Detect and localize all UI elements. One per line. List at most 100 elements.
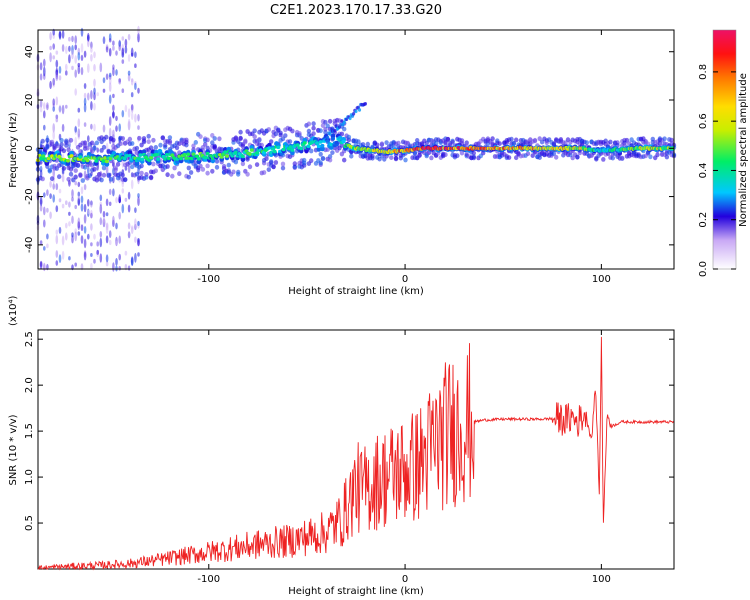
spectrogram-cell — [154, 152, 159, 157]
spectrogram-cell — [49, 211, 52, 219]
spectrogram-cell — [136, 156, 141, 161]
snr-x-tick-label: 0 — [402, 574, 408, 585]
spectrogram-cell — [90, 200, 93, 208]
spectrogram-cell — [238, 129, 243, 135]
spectrogram-cell — [71, 235, 74, 244]
spectrogram-cell — [342, 126, 347, 132]
spectrogram-cell — [283, 133, 288, 139]
spectrogram-cell — [594, 156, 599, 162]
spectrogram-cell — [61, 203, 65, 209]
spectrogram-cell — [71, 49, 74, 60]
spectrogram-cell — [424, 153, 429, 159]
spectrogram-cell — [471, 155, 476, 161]
spectrogram-cell — [43, 206, 46, 216]
spectrogram-cell — [75, 162, 81, 168]
spectrogram-cell — [137, 252, 140, 257]
spectrogram-cell — [115, 115, 118, 122]
spectrogram-cell — [333, 128, 337, 133]
spectrogram-cell — [55, 117, 59, 123]
spectrogram-cell — [46, 102, 49, 109]
spectrogram-cell — [55, 96, 59, 106]
spectrogram-cell — [74, 35, 77, 45]
spectrogram-cell — [71, 232, 74, 238]
spectrogram-cell — [554, 154, 559, 160]
spectrogram-cell — [39, 99, 43, 108]
spectrogram-cell — [276, 145, 281, 150]
spectrogram-cell — [339, 122, 343, 127]
spectrogram-cell — [137, 32, 140, 43]
spectrogram-cell — [83, 251, 87, 261]
spectrogram-cell — [47, 168, 52, 174]
spectrogram-cell — [99, 217, 103, 226]
spectrogram-cell — [77, 198, 81, 206]
spectrogram-cell — [328, 132, 332, 136]
spectrogram-cell — [252, 128, 257, 134]
spectrogram-cell — [327, 157, 333, 163]
spectrogram-cell — [233, 159, 239, 165]
spectrogram-cell — [112, 129, 115, 137]
spectrogram-data — [35, 25, 677, 272]
spectrogram-cell — [93, 258, 96, 264]
spectrogram-cell — [365, 141, 370, 147]
colorbar-tick-label: 0.2 — [698, 212, 709, 228]
colorbar-ticks: 0.0 0.2 0.4 0.6 0.8 — [698, 64, 736, 277]
spectrogram-cell — [49, 45, 52, 51]
spectrogram-cell — [43, 58, 46, 67]
spectrogram-cell — [80, 27, 84, 37]
spectrogram-cell — [328, 144, 334, 150]
spectrogram-cell — [68, 211, 71, 216]
spectrogram-cell — [124, 250, 128, 256]
spectrogram-cell — [506, 155, 512, 161]
spectrogram-cell — [61, 44, 65, 52]
spectrogram-cell — [52, 77, 55, 86]
spectrogram-cell — [49, 176, 55, 182]
spectrogram-cell — [90, 262, 93, 270]
spectrogram-cell — [52, 183, 55, 190]
spectrogram-cell — [134, 171, 140, 177]
spectrogram-cell — [134, 51, 137, 58]
spectrogram-cell — [104, 159, 109, 164]
spectrogram-cell — [288, 145, 293, 149]
spectrogram-cell — [46, 233, 49, 240]
spectrogram-cell — [269, 150, 274, 155]
spectrogram-cell — [61, 30, 65, 39]
spectrogram-cell — [49, 193, 52, 200]
spectrogram-cell — [108, 82, 112, 92]
spectrogram-cell — [123, 177, 128, 183]
spectrogram-cell — [120, 172, 126, 178]
spectrogram-cell — [269, 139, 274, 145]
spectrogram-cell — [584, 140, 589, 146]
spectrogram-cell — [650, 136, 655, 142]
spectrogram-cell — [179, 156, 184, 161]
spectrogram-cell — [311, 125, 316, 131]
spectrogram-cell — [46, 243, 49, 249]
spectrogram-cell — [77, 62, 81, 68]
spectrogram-cell — [163, 157, 168, 161]
snr-panel: -100 0 100 0.5 1.0 1.5 2.0 2.5 Height of straig… — [8, 295, 675, 597]
spectrogram-cell — [299, 146, 304, 151]
spectrogram-cell — [273, 131, 279, 137]
spectrogram-cell — [90, 123, 93, 130]
spectrogram-cell — [247, 164, 253, 170]
spectrogram-cell — [146, 160, 152, 166]
snr-line — [38, 336, 674, 571]
spectrogram-cell — [93, 87, 96, 95]
spectrogram-cell — [112, 111, 115, 119]
spectrogram-cell — [272, 149, 277, 154]
spectrogram-cell — [167, 138, 173, 144]
spectrogram-cell — [137, 193, 140, 198]
spectrogram-cell — [118, 141, 123, 147]
spectrogram-cell — [108, 176, 114, 182]
spectrogram-cell — [71, 215, 74, 224]
spectrogram-cell — [127, 70, 131, 76]
spectrogram-cell — [620, 155, 625, 161]
spectrogram-cell — [99, 237, 103, 248]
spectrogram-cell — [348, 116, 352, 121]
spectrogram-cell — [170, 153, 175, 157]
spectrogram-cell — [214, 164, 220, 170]
spectrogram-cell — [570, 155, 575, 161]
spectrogram-cell — [130, 164, 135, 170]
spectrogram-cell — [58, 66, 62, 74]
spectrogram-cell — [664, 154, 670, 160]
spectrogram-cell — [58, 75, 62, 81]
